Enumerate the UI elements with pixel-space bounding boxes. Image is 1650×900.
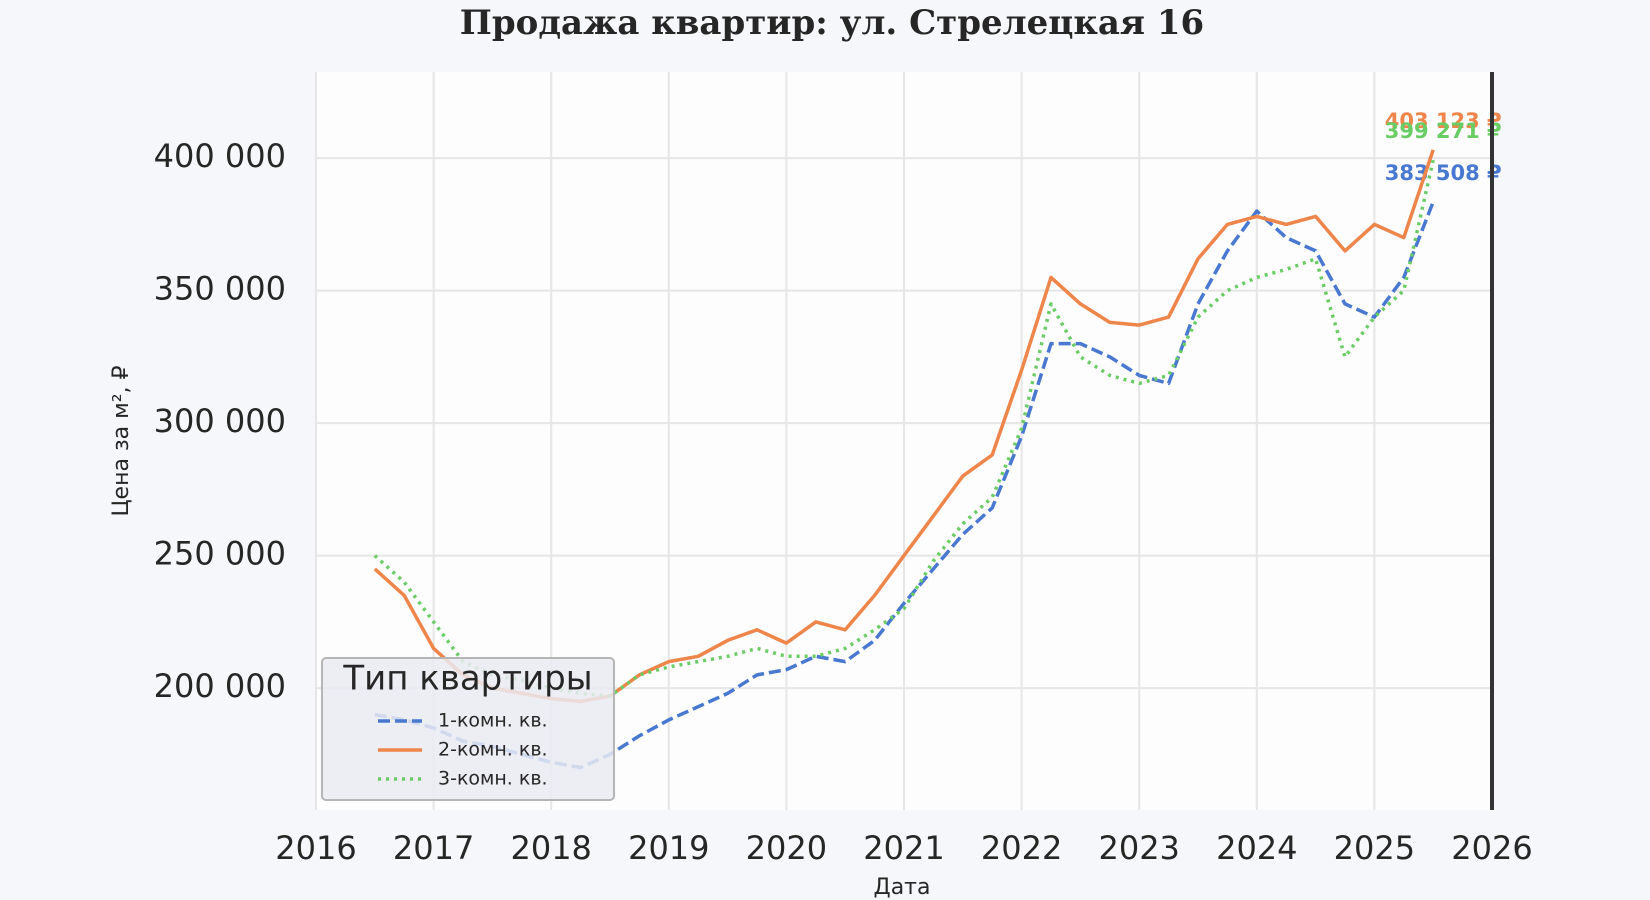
y-tick-label: 300 000 xyxy=(154,402,286,440)
x-axis-label: Дата xyxy=(874,875,931,900)
x-tick-label: 2018 xyxy=(510,829,591,867)
x-tick-label: 2017 xyxy=(393,829,474,867)
x-tick-label: 2026 xyxy=(1451,829,1532,867)
x-tick-label: 2022 xyxy=(981,829,1062,867)
legend-label: 2-комн. кв. xyxy=(438,739,548,761)
x-tick-label: 2021 xyxy=(863,829,944,867)
y-tick-label: 250 000 xyxy=(154,535,286,573)
end-label: 403 123 ₽ xyxy=(1385,109,1502,133)
x-tick-label: 2016 xyxy=(275,829,356,867)
series-line xyxy=(373,159,1435,698)
x-tick-label: 2025 xyxy=(1334,829,1415,867)
legend-label: 1-комн. кв. xyxy=(438,710,548,732)
y-tick-label: 400 000 xyxy=(154,137,286,175)
legend: Тип квартиры 1-комн. кв. 2-комн. кв. 3-комн… xyxy=(321,657,615,801)
legend-box xyxy=(321,657,615,801)
end-label: 383 508 ₽ xyxy=(1385,161,1502,185)
y-tick-label: 200 000 xyxy=(154,667,286,705)
chart-title: Продажа квартир: ул. Стрелецкая 16 xyxy=(460,3,1204,43)
legend-label: 3-комн. кв. xyxy=(438,768,548,790)
y-axis-label: Цена за м², ₽ xyxy=(109,365,134,516)
series-line xyxy=(374,201,1435,770)
end-label: 399 271 ₽ xyxy=(1385,119,1502,143)
legend-title: Тип квартиры xyxy=(342,659,592,699)
x-tick-label: 2019 xyxy=(628,829,709,867)
x-tick-label: 2024 xyxy=(1216,829,1297,867)
y-tick-label: 350 000 xyxy=(154,270,286,308)
x-tick-label: 2023 xyxy=(1098,829,1179,867)
x-tick-label: 2020 xyxy=(746,829,827,867)
